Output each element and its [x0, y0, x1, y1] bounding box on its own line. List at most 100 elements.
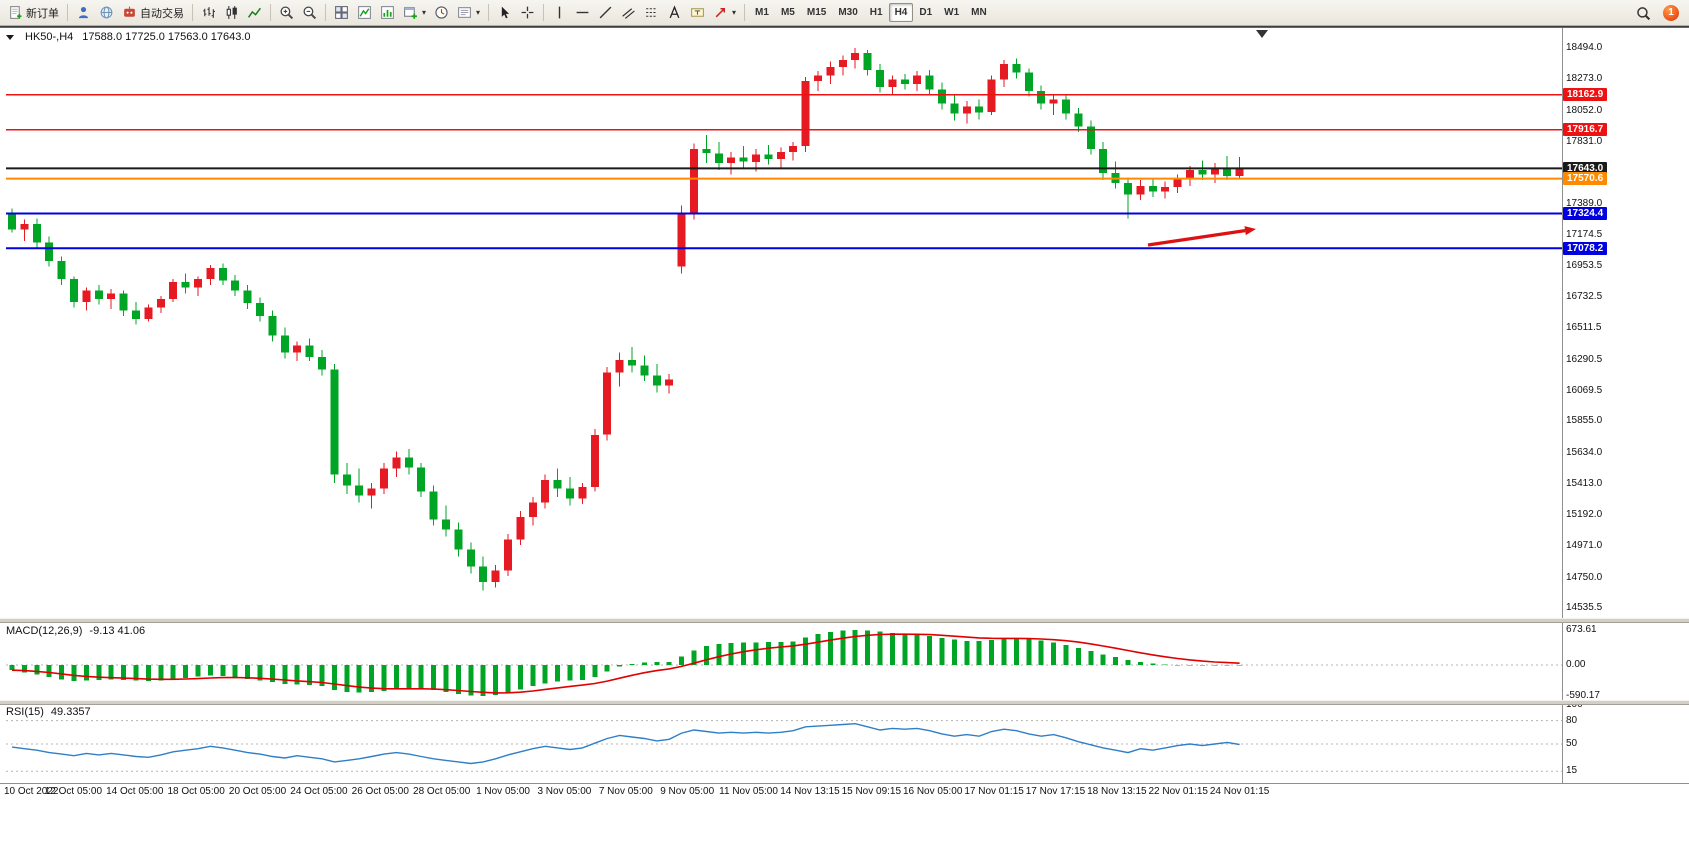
candle-body — [1136, 185, 1145, 195]
autotrading-button[interactable]: 自动交易 — [118, 1, 188, 25]
candle-body — [392, 457, 401, 469]
macd-histogram — [9, 629, 1243, 696]
vertical-line-button[interactable] — [548, 1, 571, 25]
clock-icon — [434, 5, 449, 20]
new-order-button[interactable]: 新订单 — [4, 1, 63, 25]
candle-body — [1186, 170, 1194, 179]
candle-body — [975, 106, 984, 113]
search-button[interactable] — [1632, 1, 1655, 25]
timeframe-w1-button[interactable]: W1 — [944, 7, 960, 18]
tile-windows-button[interactable] — [330, 1, 353, 25]
macd-pane-divider[interactable] — [0, 618, 1689, 623]
timeframe-m15-button[interactable]: M15 — [806, 7, 827, 18]
timeframe-h4-button[interactable]: H4 — [888, 3, 914, 22]
line-chart-button[interactable] — [243, 1, 266, 25]
chart-properties-button[interactable]: ▾ — [453, 1, 484, 25]
candle-body — [45, 242, 54, 261]
candle-body — [1223, 167, 1232, 176]
candle-body — [32, 224, 41, 243]
candle-body — [1198, 170, 1207, 175]
new-chart-button[interactable]: ▾ — [399, 1, 430, 25]
candle-body — [1049, 99, 1058, 104]
candle-body — [218, 267, 227, 281]
toolbar-separator — [744, 4, 746, 21]
candle-body — [454, 529, 463, 550]
candle-body — [119, 293, 128, 311]
tile-windows-icon — [334, 5, 349, 20]
horizontal-line-button[interactable] — [571, 1, 594, 25]
bar-chart-button[interactable] — [197, 1, 220, 25]
templates-icon — [380, 5, 395, 20]
text-button[interactable] — [663, 1, 686, 25]
candle-body — [814, 75, 822, 82]
candle-body — [1024, 72, 1033, 91]
rsi-indicator-label: RSI(15) — [6, 706, 44, 718]
cursor-button[interactable] — [493, 1, 516, 25]
candle-body — [1086, 126, 1095, 149]
annotation-arrow[interactable] — [1147, 229, 1246, 247]
candle-body — [156, 299, 165, 308]
macd-pane-header: MACD(12,26,9) -9.13 41.06 — [6, 625, 145, 637]
toolbar-separator — [270, 4, 271, 21]
timeframe-h1-button[interactable]: H1 — [869, 7, 883, 18]
candle-body — [863, 52, 872, 70]
trendline-button[interactable] — [594, 1, 617, 25]
shapes-icon — [713, 5, 728, 20]
candle-body — [528, 502, 537, 517]
fibonacci-button[interactable] — [640, 1, 663, 25]
candle-body — [70, 279, 78, 302]
globe-icon — [99, 5, 114, 20]
candle-body — [987, 79, 996, 113]
clock-button[interactable] — [430, 1, 453, 25]
candle-body — [876, 69, 884, 87]
toolbar-separator — [543, 4, 545, 21]
chevron-down-icon[interactable]: ▾ — [422, 8, 427, 17]
macd-signal-line — [11, 633, 1240, 694]
candle-body — [677, 212, 686, 267]
candle-body — [1012, 64, 1021, 73]
timeframe-m5-button[interactable]: M5 — [780, 7, 795, 18]
market-overview-button[interactable] — [95, 1, 118, 25]
candle-body — [293, 345, 302, 353]
candle-body — [280, 335, 289, 353]
candle-body — [590, 434, 599, 488]
chevron-down-icon[interactable]: ▾ — [476, 8, 481, 17]
channel-button[interactable] — [617, 1, 640, 25]
templates-button[interactable] — [376, 1, 399, 25]
candle-body — [566, 488, 574, 499]
line-chart-icon — [247, 5, 262, 20]
candle-body — [838, 59, 847, 67]
bar-chart-icon — [201, 5, 216, 20]
candle-body — [342, 474, 351, 486]
rsi-pane-divider[interactable] — [0, 700, 1689, 705]
chart-shift-marker[interactable] — [1256, 30, 1268, 38]
timeframe-d1-button[interactable]: D1 — [919, 7, 933, 18]
candle-body — [727, 157, 736, 164]
indicators-button[interactable] — [353, 1, 376, 25]
candle-body — [107, 293, 116, 299]
horizontal-line-icon — [575, 5, 590, 20]
candle-body — [888, 79, 897, 87]
new-order-icon — [8, 5, 23, 20]
text-label-button[interactable] — [686, 1, 709, 25]
timeframe-m1-button[interactable]: M1 — [755, 7, 769, 18]
candle-body — [305, 345, 314, 357]
chart-collapse-icon[interactable] — [6, 34, 14, 40]
candlestick-chart-button[interactable] — [220, 1, 243, 25]
crosshair-button[interactable] — [516, 1, 539, 25]
user-profile-button[interactable] — [72, 1, 95, 25]
timeframe-mn-button[interactable]: MN — [971, 7, 987, 18]
notification-badge[interactable]: 1 — [1663, 5, 1679, 21]
zoom-in-button[interactable] — [275, 1, 298, 25]
candle-body — [479, 566, 488, 582]
timeframe-m30-button[interactable]: M30 — [838, 7, 858, 18]
search-icon — [1636, 6, 1651, 21]
candle-body — [1148, 185, 1157, 192]
candle-body — [776, 151, 785, 159]
text-icon — [667, 5, 682, 20]
zoom-out-button[interactable] — [298, 1, 321, 25]
shapes-button[interactable]: ▾ — [709, 1, 740, 25]
chevron-down-icon[interactable]: ▾ — [732, 8, 737, 17]
candle-body — [1235, 168, 1244, 177]
